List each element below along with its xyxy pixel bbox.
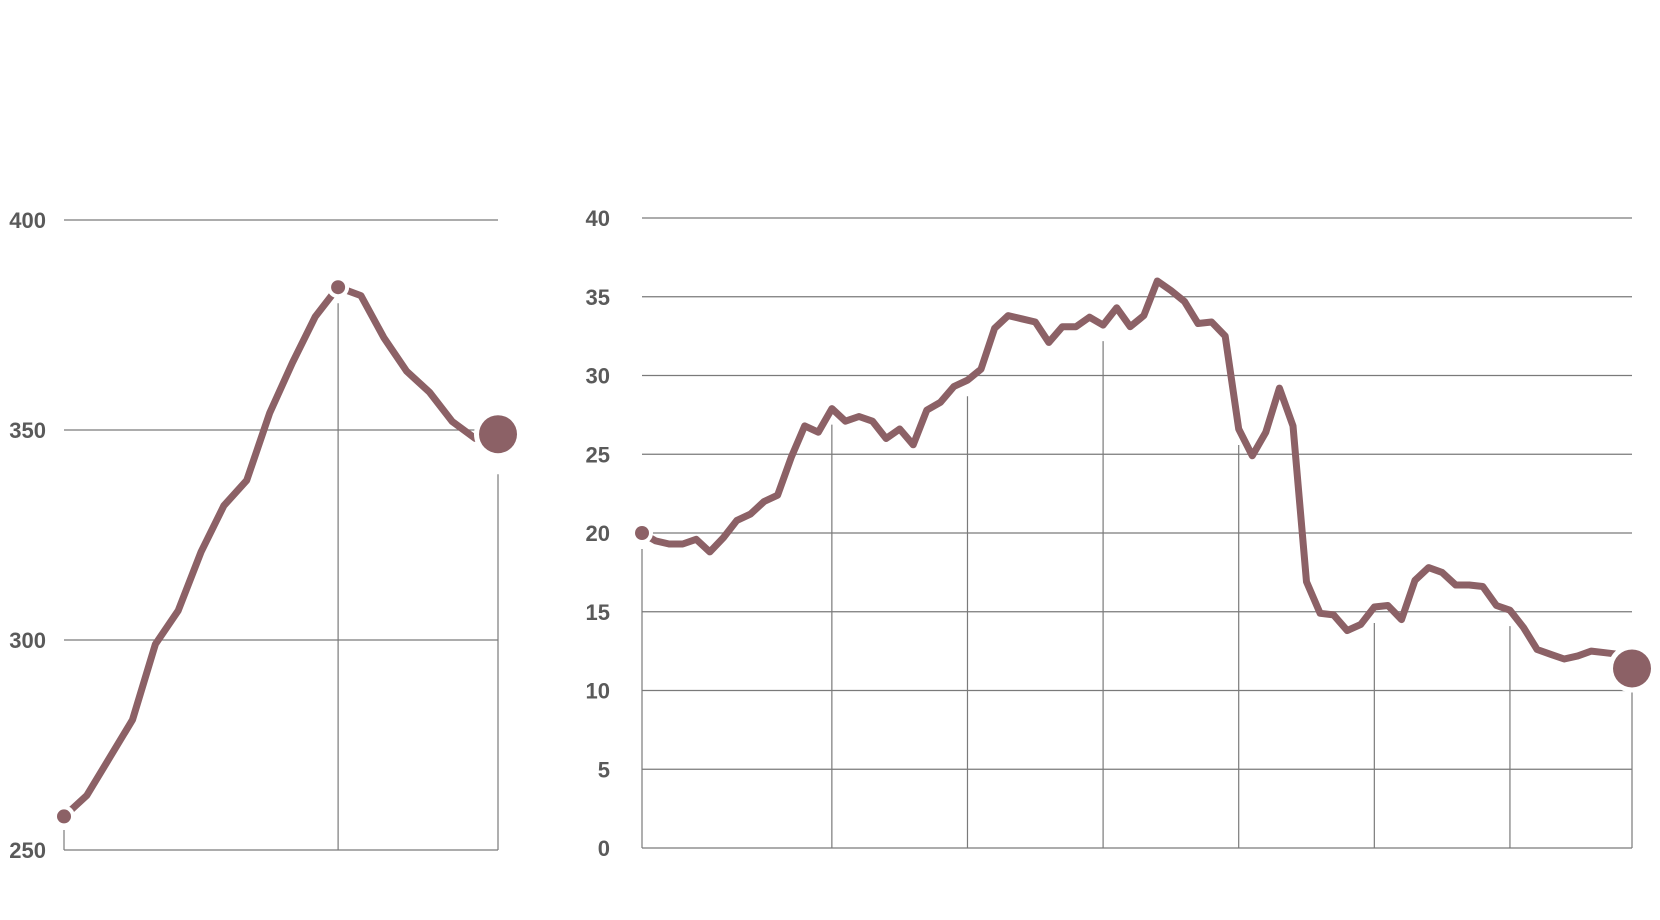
- y-tick-label: 400: [9, 208, 46, 233]
- peak-point-marker: [331, 280, 346, 295]
- left-line-chart: 250 300 350 400: [9, 208, 522, 863]
- y-tick-label: 25: [586, 442, 610, 467]
- start-point-marker: [57, 809, 71, 824]
- y-tick-label: 20: [586, 521, 610, 546]
- y-tick-label: 35: [586, 285, 610, 310]
- series-line: [60, 283, 502, 820]
- y-tick-label: 0: [598, 836, 610, 861]
- series-line: [638, 277, 1636, 672]
- right-line-chart: 0 5 10 15 20 25 30 35 40: [586, 206, 1656, 861]
- y-tick-label: 350: [9, 418, 46, 443]
- y-tick-label: 10: [586, 679, 610, 704]
- y-tick-label: 300: [9, 628, 46, 653]
- start-point-marker: [635, 526, 649, 540]
- y-tick-label: 15: [586, 600, 610, 625]
- y-tick-label: 30: [586, 364, 610, 389]
- end-point-marker: [479, 415, 517, 454]
- y-tick-label: 5: [598, 757, 610, 782]
- end-point-marker: [1613, 649, 1651, 688]
- y-tick-label: 40: [586, 206, 610, 231]
- y-tick-label: 250: [9, 838, 46, 863]
